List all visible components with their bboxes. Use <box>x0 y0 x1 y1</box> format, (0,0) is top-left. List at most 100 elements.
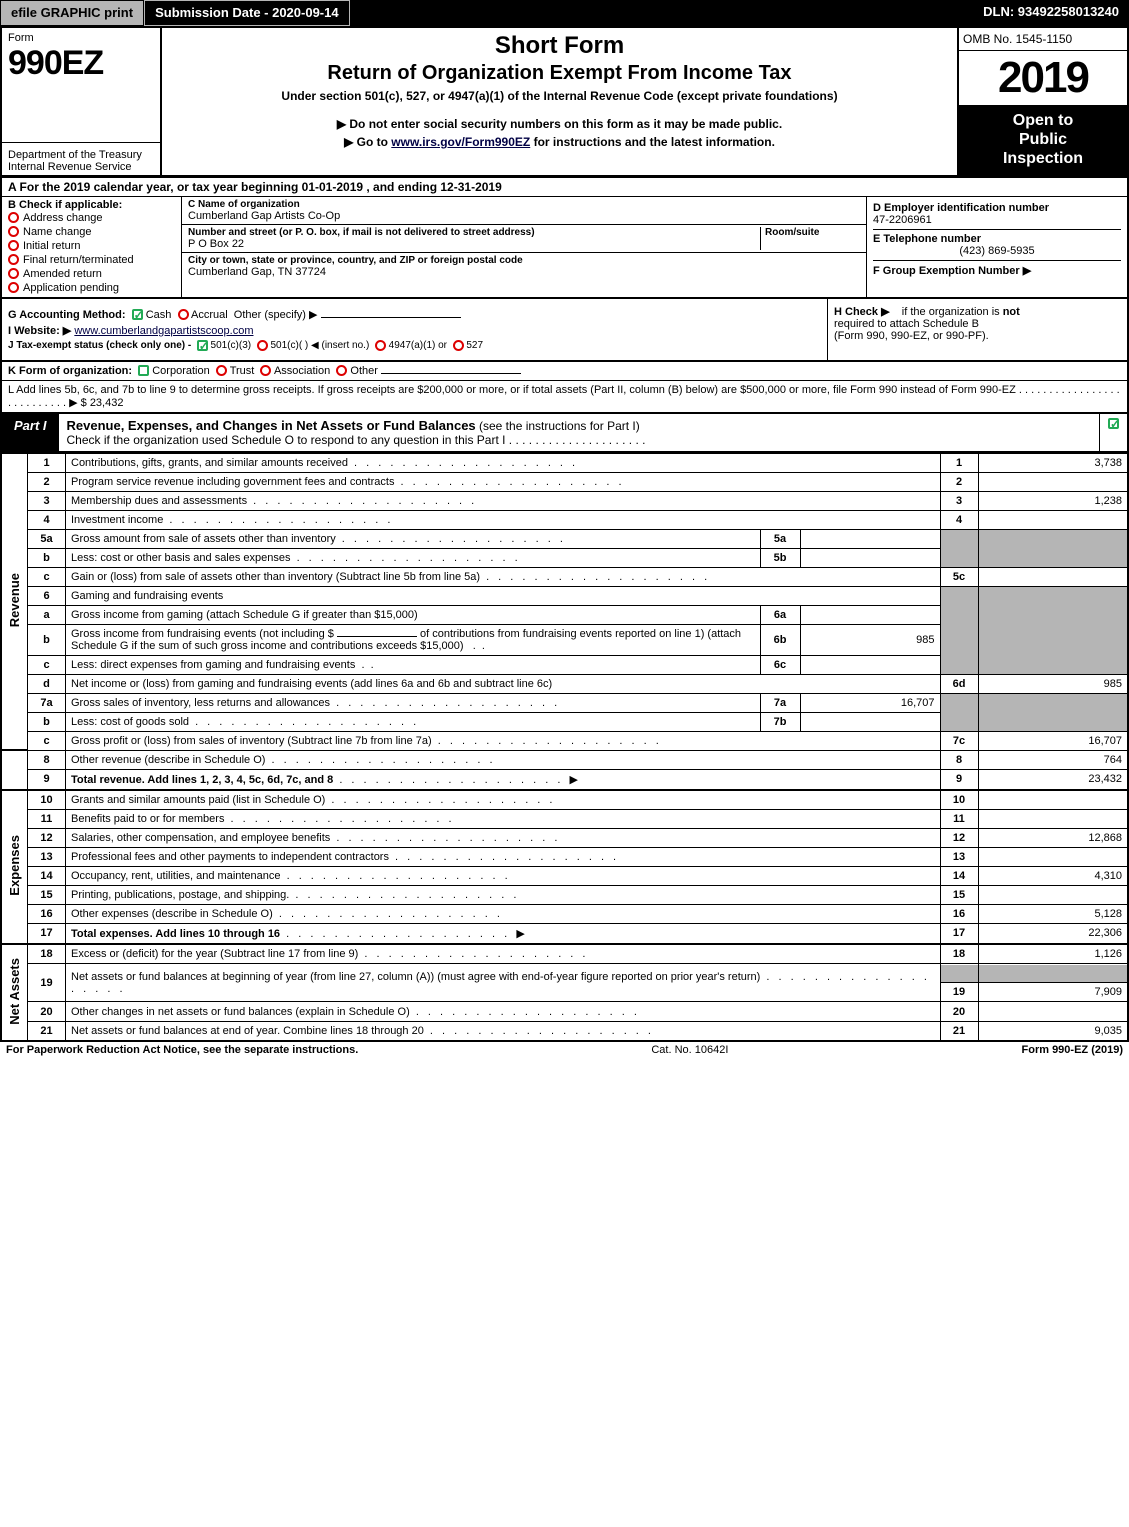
desc-16: Other expenses (describe in Schedule O) <box>66 904 941 923</box>
amt-5c <box>978 567 1128 586</box>
h-text1: if the organization is <box>902 306 1003 318</box>
sub-6a: 6a <box>760 605 800 624</box>
ln-15: 15 <box>28 885 66 904</box>
e-phone: (423) 869-5935 <box>873 245 1121 257</box>
desc-12: Salaries, other compensation, and employ… <box>66 828 941 847</box>
ln-5b: b <box>28 548 66 567</box>
section-a-header: A For the 2019 calendar year, or tax yea… <box>0 178 1129 197</box>
desc-21: Net assets or fund balances at end of ye… <box>66 1021 941 1041</box>
cb-application-pending[interactable]: Application pending <box>8 281 175 295</box>
return-title: Return of Organization Exempt From Incom… <box>170 62 949 85</box>
subval-6b: 985 <box>800 624 940 655</box>
vtab-netassets-text: Net Assets <box>7 948 22 1035</box>
arrow2-post: for instructions and the latest informat… <box>534 135 775 149</box>
cb-name-change[interactable]: Name change <box>8 225 175 239</box>
j-501c3: 501(c)(3) <box>211 340 252 351</box>
subval-7b <box>800 712 940 731</box>
ln-14: 14 <box>28 866 66 885</box>
part1-title-bold: Revenue, Expenses, and Changes in Net As… <box>67 418 476 433</box>
cb-527[interactable] <box>453 340 464 351</box>
section-h: H Check ▶ if the organization is not req… <box>827 299 1127 360</box>
ln-6: 6 <box>28 586 66 605</box>
row-8: 8 Other revenue (describe in Schedule O)… <box>1 750 1128 769</box>
desc-6b: Gross income from fundraising events (no… <box>66 624 761 655</box>
ln-6b: b <box>28 624 66 655</box>
e-label: E Telephone number <box>873 233 1121 245</box>
row-7a: 7a Gross sales of inventory, less return… <box>1 693 1128 712</box>
footer-right-pre: Form <box>1022 1044 1053 1056</box>
desc-9: Total revenue. Add lines 1, 2, 3, 4, 5c,… <box>66 769 941 790</box>
h-not: not <box>1003 306 1020 318</box>
h-text2: required to attach Schedule B <box>834 318 1121 330</box>
desc-7a: Gross sales of inventory, less returns a… <box>66 693 761 712</box>
efile-print-button[interactable]: efile GRAPHIC print <box>0 0 144 26</box>
d-label: D Employer identification number <box>873 202 1121 214</box>
cb-cash[interactable] <box>132 309 143 320</box>
inspection-l2: Public <box>963 130 1123 149</box>
checkbox-icon <box>8 254 19 265</box>
ln-2: 2 <box>28 472 66 491</box>
arrow-icon: ▶ <box>516 928 524 940</box>
box-15: 15 <box>940 885 978 904</box>
arrow-line-1: ▶ Do not enter social security numbers o… <box>170 117 949 131</box>
cb-address-change[interactable]: Address change <box>8 211 175 225</box>
desc-6c: Less: direct expenses from gaming and fu… <box>66 655 761 674</box>
row-13: 13Professional fees and other payments t… <box>1 847 1128 866</box>
b-opt-2: Initial return <box>23 240 80 252</box>
cb-corp[interactable] <box>138 365 149 376</box>
cb-501c[interactable] <box>257 340 268 351</box>
form-number: 990EZ <box>2 44 160 83</box>
shade-19 <box>941 965 978 983</box>
cb-trust[interactable] <box>216 365 227 376</box>
ln-7a: 7a <box>28 693 66 712</box>
cb-amended-return[interactable]: Amended return <box>8 267 175 281</box>
amt-10 <box>978 790 1128 810</box>
h-row: H Check ▶ if the organization is not <box>834 305 1121 318</box>
cb-kother[interactable] <box>336 365 347 376</box>
amt-9: 23,432 <box>978 769 1128 790</box>
ln-3: 3 <box>28 491 66 510</box>
blank-6b[interactable] <box>337 636 417 637</box>
vtab-expenses: Expenses <box>1 790 28 944</box>
g-cash: Cash <box>146 309 172 321</box>
tax-year: 2019 <box>959 51 1127 105</box>
row-11: 11Benefits paid to or for members11 <box>1 809 1128 828</box>
cb-4947[interactable] <box>375 340 386 351</box>
cb-initial-return[interactable]: Initial return <box>8 239 175 253</box>
g-other-blank[interactable] <box>321 317 461 318</box>
amt-12: 12,868 <box>978 828 1128 847</box>
vtab-rev-end <box>1 750 28 790</box>
section-b: B Check if applicable: Address change Na… <box>2 197 182 297</box>
cb-501c3[interactable] <box>197 340 208 351</box>
cb-accrual[interactable] <box>178 309 189 320</box>
g-row: G Accounting Method: Cash Accrual Other … <box>8 308 821 321</box>
checkbox-icon <box>8 282 19 293</box>
department-label: Department of the Treasury Internal Reve… <box>2 142 160 175</box>
row-5c: c Gain or (loss) from sale of assets oth… <box>1 567 1128 586</box>
cb-assoc[interactable] <box>260 365 271 376</box>
shade-5-amt <box>978 529 1128 567</box>
f-block: F Group Exemption Number ▶ <box>873 261 1121 280</box>
cb-final-return[interactable]: Final return/terminated <box>8 253 175 267</box>
irs-link[interactable]: www.irs.gov/Form990EZ <box>391 135 530 149</box>
form-word: Form <box>2 28 160 44</box>
amt-19: 7,909 <box>1094 986 1122 998</box>
form-header: Form 990EZ Department of the Treasury In… <box>0 26 1129 178</box>
desc-6a: Gross income from gaming (attach Schedul… <box>66 605 761 624</box>
row-12: 12Salaries, other compensation, and empl… <box>1 828 1128 847</box>
arrow-icon: ▶ <box>570 774 578 786</box>
part1-schedule-o-check[interactable] <box>1099 414 1127 451</box>
ln-7b: b <box>28 712 66 731</box>
box-12: 12 <box>940 828 978 847</box>
k-other-blank[interactable] <box>381 373 521 374</box>
vtab-netassets: Net Assets <box>1 944 28 1042</box>
k-trust: Trust <box>230 365 255 377</box>
part1-title-rest: (see the instructions for Part I) <box>476 419 640 433</box>
row-9: 9 Total revenue. Add lines 1, 2, 3, 4, 5… <box>1 769 1128 790</box>
j-501c: 501(c)( ) ◀ (insert no.) <box>270 340 369 351</box>
desc-6b-1: Gross income from fundraising events (no… <box>71 628 337 640</box>
subval-7a: 16,707 <box>800 693 940 712</box>
website-link[interactable]: www.cumberlandgapartistscoop.com <box>74 325 253 337</box>
arrow-line-2: ▶ Go to www.irs.gov/Form990EZ for instru… <box>170 135 949 149</box>
ln-16: 16 <box>28 904 66 923</box>
